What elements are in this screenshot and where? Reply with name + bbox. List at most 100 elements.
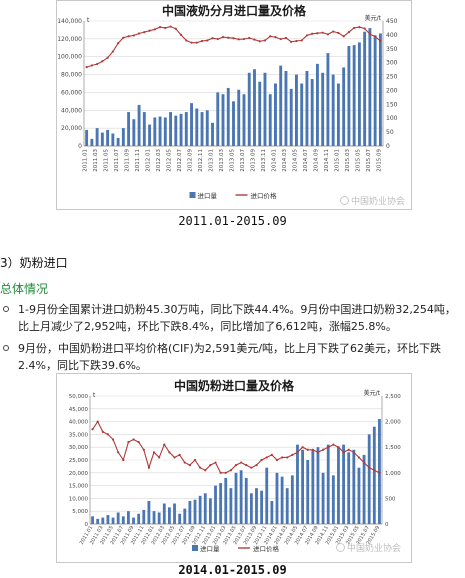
bar — [357, 467, 361, 524]
line-point — [127, 440, 130, 444]
bar — [253, 69, 256, 146]
line-point — [253, 38, 256, 41]
bar — [362, 454, 366, 524]
line-point — [290, 40, 293, 43]
y-left-tick-label: 40,000 — [61, 107, 82, 114]
line-point — [148, 29, 151, 32]
bar — [367, 434, 371, 524]
line-point — [368, 466, 371, 469]
line-point — [147, 466, 151, 469]
bar — [224, 477, 228, 524]
y-left-unit: t — [93, 392, 96, 399]
line-point — [234, 464, 238, 467]
y-left-unit: t — [87, 17, 90, 24]
line-point — [185, 39, 188, 42]
bar — [214, 485, 217, 524]
line-point — [174, 27, 177, 30]
line-point — [158, 26, 162, 29]
line-point — [169, 25, 172, 28]
bar — [378, 419, 381, 524]
line-point — [211, 37, 214, 40]
line-point — [214, 461, 217, 464]
legend-label: 进口量 — [198, 192, 218, 200]
line-point — [111, 50, 114, 53]
line-point — [316, 32, 319, 35]
y-right-tick-label: 350 — [386, 46, 398, 53]
line-point — [117, 451, 120, 454]
y-left-tick-label: 45,000 — [69, 407, 89, 413]
line-point — [363, 27, 366, 30]
line-point — [305, 34, 309, 37]
bar — [263, 72, 267, 146]
line-point — [265, 456, 268, 459]
y-right-tick-label: 1,500 — [385, 445, 401, 451]
x-tick-label: 2014.07 — [303, 149, 309, 172]
bar — [300, 83, 304, 146]
line-point — [122, 36, 125, 39]
bar — [275, 472, 279, 524]
x-tick-label: 2011.09 — [125, 149, 131, 172]
bar — [148, 124, 152, 146]
x-tick-label: 2012.03 — [156, 149, 162, 172]
bullet-list: 1-9月份全国累计进口奶粉45.30万吨，同比下跌44.4%。9月份中国进口奶粉… — [0, 301, 462, 379]
bar — [279, 65, 283, 146]
bar — [106, 515, 110, 524]
y-left-tick-label: 35,000 — [69, 432, 89, 438]
bar — [205, 110, 209, 146]
liquid-milk-chart-svg: 0 20,000 40,000 60,000 80,000 100,000 120,000 1… — [57, 14, 398, 200]
y-left-tick-label: 140,000 — [57, 18, 82, 25]
line-point — [101, 430, 104, 433]
line-point — [206, 39, 209, 42]
x-tick-label: 2011.11 — [135, 149, 141, 172]
bar — [352, 449, 356, 524]
bar — [295, 74, 298, 146]
line-point — [111, 438, 115, 441]
chart-title: 中国液奶分月进口量及价格 — [161, 4, 306, 18]
line-point — [142, 448, 145, 451]
line-point — [373, 469, 376, 472]
y-left-tick-label: 15,000 — [69, 484, 89, 490]
bar — [157, 512, 161, 524]
line-point — [342, 451, 345, 454]
line-point — [321, 448, 325, 451]
bar — [211, 122, 214, 146]
line-point — [255, 464, 258, 467]
bar — [85, 129, 89, 146]
line-point — [347, 31, 351, 34]
line-point — [258, 40, 261, 43]
bar — [311, 449, 315, 524]
chart-caption: 2014.01-2015.09 — [178, 563, 287, 577]
x-tick-label: 2013.03 — [219, 149, 225, 172]
bar — [111, 517, 115, 524]
line-point — [85, 66, 88, 69]
line-point — [188, 464, 191, 467]
line-point — [122, 458, 125, 462]
x-tick-label: 2015.03 — [345, 149, 351, 172]
bar — [378, 33, 382, 146]
y-right-tick-label: 450 — [386, 18, 398, 25]
bar — [219, 483, 223, 524]
legend-bar-swatch — [192, 545, 198, 551]
line-point — [352, 451, 355, 454]
line-point — [260, 458, 263, 462]
line-point — [274, 36, 277, 39]
bar — [95, 128, 99, 146]
y-left-tick-label: 20,000 — [69, 471, 89, 477]
wechat-icon — [335, 543, 345, 552]
x-tick-label: 2011.05 — [104, 149, 110, 172]
bar — [316, 447, 320, 524]
bar — [169, 112, 172, 146]
line-point — [368, 32, 371, 36]
bar — [162, 503, 166, 524]
line-point — [106, 56, 109, 59]
x-tick-label: 2014.05 — [292, 149, 298, 172]
x-tick-label: 2014.09 — [313, 149, 319, 172]
bar — [285, 488, 289, 524]
y-right-tick-label: 500 — [385, 496, 396, 502]
y-right-tick-label: 250 — [386, 74, 398, 81]
line-point — [374, 35, 377, 38]
bar — [342, 444, 345, 524]
line-point — [279, 37, 282, 41]
bar — [184, 112, 188, 146]
bar — [96, 518, 100, 524]
